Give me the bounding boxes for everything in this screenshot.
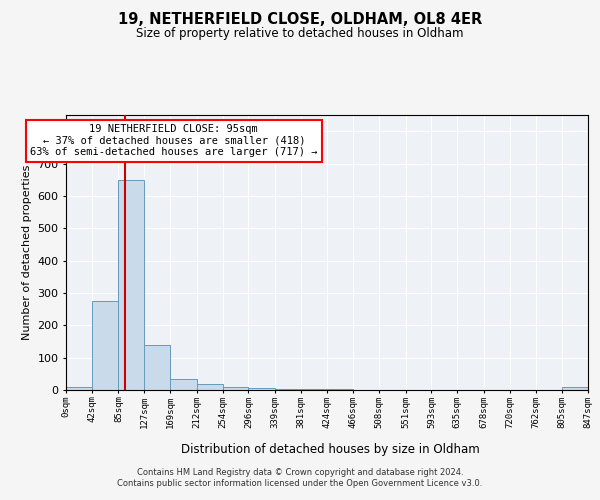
Bar — [66, 387, 92, 390]
Bar — [562, 388, 588, 390]
Bar — [275, 389, 301, 390]
Text: 19 NETHERFIELD CLOSE: 95sqm
← 37% of detached houses are smaller (418)
63% of se: 19 NETHERFIELD CLOSE: 95sqm ← 37% of det… — [30, 124, 317, 158]
Bar — [118, 180, 144, 390]
Bar — [248, 388, 275, 390]
Y-axis label: Number of detached properties: Number of detached properties — [22, 165, 32, 340]
Text: Size of property relative to detached houses in Oldham: Size of property relative to detached ho… — [136, 28, 464, 40]
Bar — [197, 384, 223, 390]
Bar — [144, 344, 170, 390]
Text: Distribution of detached houses by size in Oldham: Distribution of detached houses by size … — [181, 442, 479, 456]
Bar — [92, 301, 118, 390]
Text: Contains HM Land Registry data © Crown copyright and database right 2024.
Contai: Contains HM Land Registry data © Crown c… — [118, 468, 482, 487]
Bar — [170, 378, 197, 390]
Text: 19, NETHERFIELD CLOSE, OLDHAM, OL8 4ER: 19, NETHERFIELD CLOSE, OLDHAM, OL8 4ER — [118, 12, 482, 28]
Bar — [223, 387, 248, 390]
